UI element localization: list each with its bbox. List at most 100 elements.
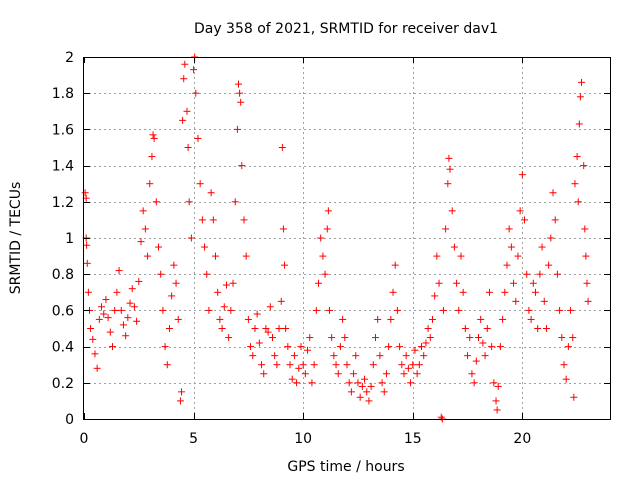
data-points xyxy=(81,53,592,423)
data-point xyxy=(266,303,274,311)
data-point xyxy=(341,334,349,342)
data-point xyxy=(444,180,452,188)
data-point xyxy=(113,288,121,296)
data-point xyxy=(137,238,145,246)
data-point xyxy=(258,361,266,369)
data-point xyxy=(91,350,99,358)
data-point xyxy=(304,346,312,354)
data-point xyxy=(389,288,397,296)
data-point xyxy=(418,343,426,351)
data-point xyxy=(170,261,178,269)
data-point xyxy=(411,346,419,354)
x-ticks: 0 5 10 15 20 xyxy=(80,57,531,447)
data-point xyxy=(321,270,329,278)
data-point xyxy=(264,328,272,336)
data-point xyxy=(547,234,555,242)
y-tick-label: 1.6 xyxy=(52,122,74,138)
data-point xyxy=(184,144,192,151)
data-point xyxy=(545,261,553,269)
data-point xyxy=(238,162,246,170)
data-point xyxy=(453,279,461,287)
data-point xyxy=(574,198,582,206)
data-point xyxy=(149,131,157,139)
data-point xyxy=(141,225,149,233)
data-point xyxy=(494,382,502,390)
data-point xyxy=(583,279,591,287)
data-point xyxy=(255,339,263,347)
data-point xyxy=(83,259,91,267)
data-point xyxy=(457,252,465,260)
data-point xyxy=(157,270,165,278)
data-point xyxy=(180,75,188,83)
data-point xyxy=(363,388,371,396)
data-point xyxy=(89,335,97,343)
y-tick-label: 1.4 xyxy=(52,159,74,175)
data-point xyxy=(168,292,176,300)
data-point xyxy=(133,317,141,325)
data-point xyxy=(523,270,531,278)
data-point xyxy=(560,361,568,369)
data-point xyxy=(315,279,323,287)
data-point xyxy=(295,364,303,372)
data-point xyxy=(485,288,493,296)
data-point xyxy=(536,270,544,278)
data-point xyxy=(404,364,412,372)
data-point xyxy=(159,306,167,314)
y-tick-label: 1.8 xyxy=(52,86,74,102)
data-point xyxy=(163,361,171,369)
y-axis-title: SRMTID / TECUs xyxy=(8,182,24,295)
data-point xyxy=(233,125,241,133)
data-point xyxy=(83,241,91,249)
data-point xyxy=(424,325,432,332)
data-point xyxy=(297,343,305,351)
data-point xyxy=(247,343,255,351)
data-point xyxy=(152,198,160,206)
data-point xyxy=(282,325,290,332)
data-point xyxy=(461,325,469,332)
data-point xyxy=(87,325,95,332)
data-point xyxy=(466,334,474,342)
data-point xyxy=(477,315,485,323)
data-point xyxy=(336,343,344,351)
data-point xyxy=(242,252,250,260)
data-point xyxy=(253,310,261,318)
data-point xyxy=(398,361,406,369)
data-point xyxy=(426,334,434,342)
data-point xyxy=(126,299,134,307)
data-point xyxy=(172,279,180,287)
data-point xyxy=(240,216,248,224)
data-point xyxy=(488,343,496,351)
data-point xyxy=(534,325,542,332)
data-point xyxy=(378,379,386,387)
data-point xyxy=(347,388,355,396)
data-point xyxy=(198,216,206,224)
y-tick-label: 0.2 xyxy=(52,376,74,392)
data-point xyxy=(290,352,298,360)
data-point xyxy=(354,379,362,387)
data-point xyxy=(413,370,421,378)
y-tick-label: 0.8 xyxy=(52,267,74,283)
data-point xyxy=(161,343,169,351)
data-point xyxy=(319,252,327,260)
data-point xyxy=(122,332,130,340)
x-tick-label: 0 xyxy=(80,431,89,447)
data-point xyxy=(472,357,480,365)
data-point xyxy=(205,306,213,314)
data-point xyxy=(542,325,550,332)
data-point xyxy=(324,207,332,215)
data-point xyxy=(150,134,158,142)
y-tick-label: 1 xyxy=(65,231,74,247)
data-point xyxy=(130,303,138,311)
data-point xyxy=(573,153,581,161)
data-point xyxy=(499,315,507,323)
data-point xyxy=(190,66,198,74)
data-point xyxy=(334,370,342,378)
data-point xyxy=(209,216,217,224)
data-point xyxy=(214,288,222,296)
data-point xyxy=(448,207,456,215)
data-point xyxy=(244,315,252,323)
data-point xyxy=(420,352,428,360)
data-point xyxy=(459,288,467,296)
data-point xyxy=(212,252,219,260)
data-point xyxy=(231,198,239,206)
